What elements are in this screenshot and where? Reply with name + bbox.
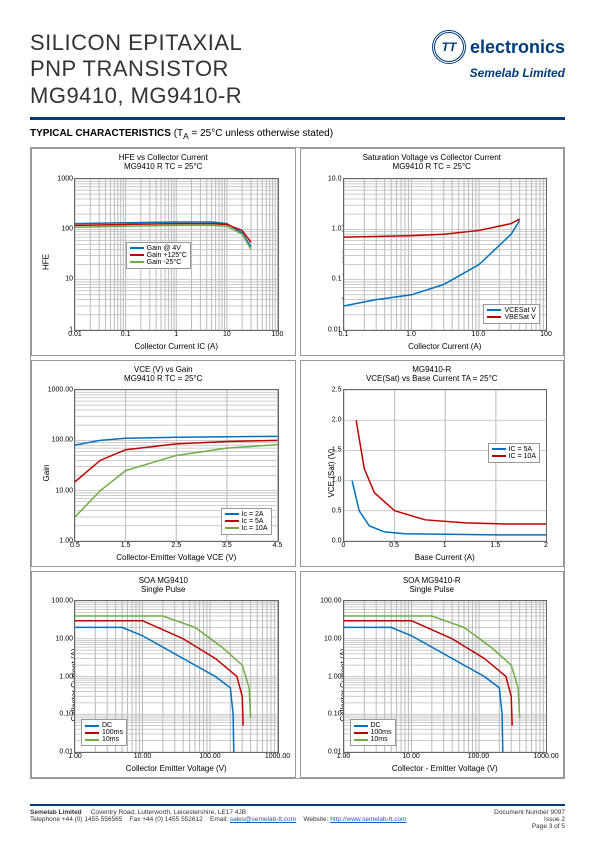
- title-line3: MG9410, MG9410-R: [30, 83, 242, 109]
- footer-issue: Issue 2: [544, 816, 565, 823]
- plot-area: 0.00.51.01.52.02.500.511.52IC = 5AIC = 1…: [343, 389, 548, 542]
- legend: Gain @ 4VGain +125°CGain -25°C: [126, 242, 191, 269]
- chart-title: SOA MG9410-RSingle Pulse: [305, 576, 560, 594]
- title-block: SILICON EPITAXIAL PNP TRANSISTOR MG9410,…: [30, 30, 242, 109]
- chart-title: HFE vs Collector CurrentMG9410 R TC = 25…: [36, 153, 291, 171]
- legend: Ic = 2AIc = 5AIc = 10A: [221, 508, 272, 535]
- x-axis-label: Collector Current IC (A): [74, 341, 279, 351]
- footer-left: Semelab Limited Coventry Road, Lutterwor…: [30, 809, 407, 830]
- y-axis-label: HFE: [42, 254, 51, 270]
- plot-area: 1.0010.00100.001000.000.51.52.53.54.5Ic …: [74, 389, 279, 542]
- chart-cell: VCE (V) vs GainMG9410 R TC = 25°C Gain 1.0…: [31, 360, 296, 567]
- chart-cell: HFE vs Collector CurrentMG9410 R TC = 25…: [31, 148, 296, 355]
- footer-right: Document Number 9097 Issue 2 Page 3 of 5: [494, 809, 565, 830]
- chart-title: SOA MG9410Single Pulse: [36, 576, 291, 594]
- title-line1: SILICON EPITAXIAL: [30, 30, 242, 56]
- charts-grid: HFE vs Collector CurrentMG9410 R TC = 25…: [30, 147, 565, 779]
- chart-cell: SOA MG9410-RSingle Pulse Collector Curren…: [300, 571, 565, 778]
- chart-body: Saturation Voltage (V)0.010.11.010.00.11…: [309, 174, 556, 351]
- chart-cell: Saturation Voltage vs Collector CurrentM…: [300, 148, 565, 355]
- chart-cell: SOA MG9410Single Pulse Collector Current …: [31, 571, 296, 778]
- x-axis-label: Collector Emitter Voltage (V): [74, 763, 279, 773]
- chart-cell: MG9410-RVCE(Sat) vs Base Current TA = 25…: [300, 360, 565, 567]
- plot-area: 0.010.101.0010.00100.001.0010.00100.0010…: [343, 600, 548, 753]
- plot-area: 11010010000.010.1110100Gain @ 4VGain +12…: [74, 178, 279, 331]
- section-header: TYPICAL CHARACTERISTICS (TA = 25°C unles…: [30, 128, 565, 141]
- logo-circle-icon: TT: [432, 30, 466, 64]
- chart-body: VCE (Sat) (V) 0.00.51.01.52.02.500.511.52…: [309, 385, 556, 562]
- plot-area: 0.010.101.0010.00100.001.0010.00100.0010…: [74, 600, 279, 753]
- x-axis-label: Collector Current (A): [343, 341, 548, 351]
- x-axis-label: Collector-Emitter Voltage VCE (V): [74, 552, 279, 562]
- header: SILICON EPITAXIAL PNP TRANSISTOR MG9410,…: [30, 30, 565, 120]
- page: SILICON EPITAXIAL PNP TRANSISTOR MG9410,…: [0, 0, 595, 842]
- x-axis-label: Base Current (A): [343, 552, 548, 562]
- footer-docnum: Document Number 9097: [494, 809, 565, 816]
- logo-text: electronics: [470, 37, 565, 58]
- chart-title: VCE (V) vs GainMG9410 R TC = 25°C: [36, 365, 291, 383]
- legend: DC100ms10ms: [81, 719, 127, 746]
- footer-tel: Telephone +44 (0) 1455 556565: [30, 816, 122, 823]
- footer: Semelab Limited Coventry Road, Lutterwor…: [30, 804, 565, 830]
- chart-title: MG9410-RVCE(Sat) vs Base Current TA = 25…: [305, 365, 560, 383]
- x-axis-label: Collector - Emitter Voltage (V): [343, 763, 548, 773]
- title-line2: PNP TRANSISTOR: [30, 56, 242, 82]
- section-header-bold: TYPICAL CHARACTERISTICS: [30, 128, 171, 139]
- legend: VCESat VVBESat V: [483, 304, 540, 324]
- y-axis-label: Gain: [42, 465, 51, 482]
- chart-body: Collector Current (A)0.010.101.0010.0010…: [40, 596, 287, 773]
- chart-body: HFE 11010010000.010.1110100Gain @ 4VGain …: [40, 174, 287, 351]
- y-axis-label: VCE (Sat) (V): [326, 449, 335, 498]
- chart-body: Collector Current (A)0.010.101.0010.0010…: [309, 596, 556, 773]
- legend: DC100ms10ms: [350, 719, 396, 746]
- chart-title: Saturation Voltage vs Collector CurrentM…: [305, 153, 560, 171]
- chart-body: Gain 1.0010.00100.001000.000.51.52.53.54.…: [40, 385, 287, 562]
- logo-subtitle: Semelab Limited: [432, 66, 565, 80]
- logo-block: TT electronics Semelab Limited: [432, 30, 565, 80]
- plot-area: 0.010.11.010.00.11.010.0100VCESat VVBESa…: [343, 178, 548, 331]
- footer-email-link[interactable]: sales@semelab-tt.com: [230, 816, 296, 823]
- footer-web-link[interactable]: http://www.semelab-tt.com: [330, 816, 406, 823]
- footer-company: Semelab Limited: [30, 809, 82, 816]
- logo-icon: TT electronics: [432, 30, 565, 64]
- legend: IC = 5AIC = 10A: [488, 443, 540, 463]
- footer-fax: Fax +44 (0) 1455 552612: [130, 816, 203, 823]
- footer-address: Coventry Road, Lutterworth, Leicestershi…: [91, 809, 246, 816]
- footer-page: Page 3 of 5: [532, 823, 565, 830]
